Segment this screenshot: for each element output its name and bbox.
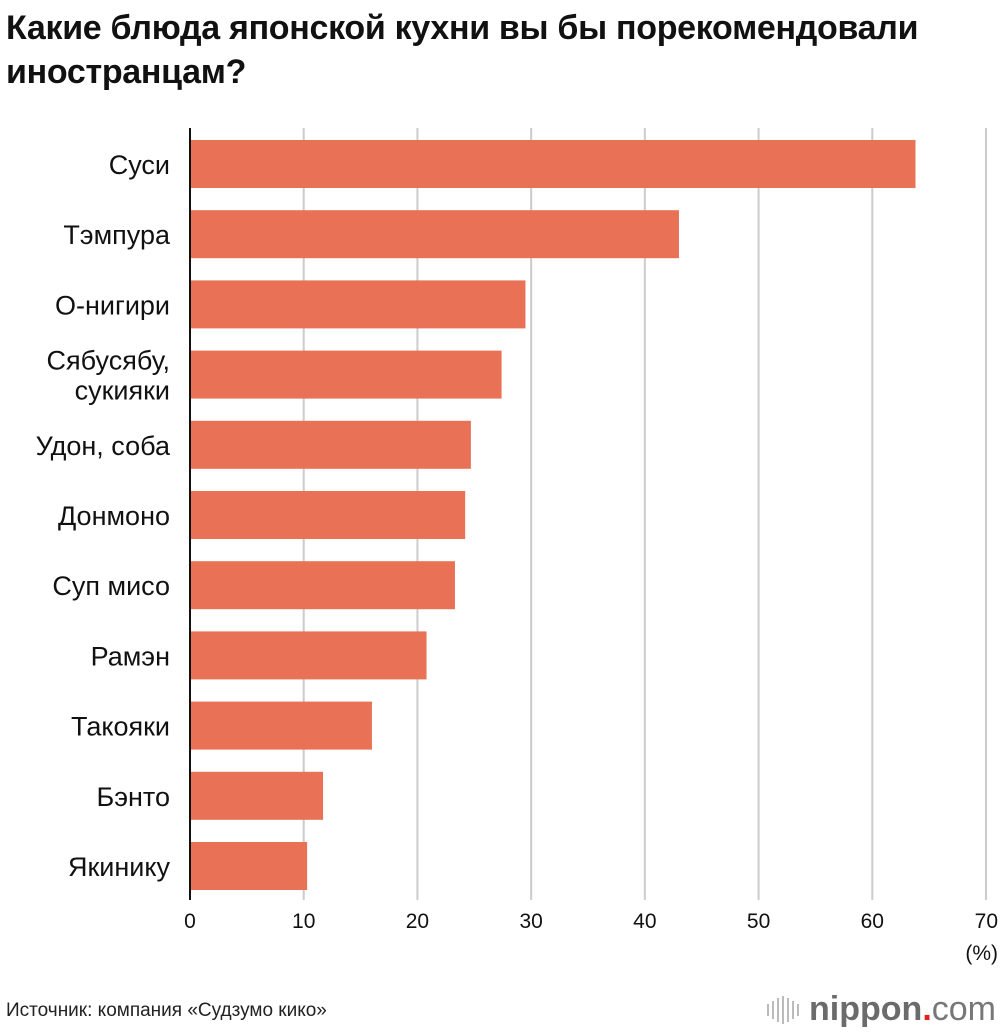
category-label: Суси — [109, 150, 170, 180]
category-label: Удон, соба — [36, 431, 171, 461]
x-axis-unit: (%) — [965, 942, 998, 965]
logo-dot: . — [922, 990, 932, 1028]
bar-chart: 0 10 20 30 40 50 60 70 (%) Суси Тэмпура О-нигири Сяб… — [36, 128, 998, 965]
bar — [190, 210, 679, 259]
bar — [190, 842, 308, 890]
category-label: Бэнто — [97, 782, 171, 812]
bar — [190, 350, 502, 399]
x-tick-label: 70 — [975, 910, 998, 933]
bar — [190, 420, 471, 469]
source-note: Источник: компания «Судзумо кико» — [6, 1000, 327, 1021]
x-tick-label: 40 — [633, 910, 656, 933]
bar — [190, 561, 455, 610]
sound-bars-icon — [767, 995, 800, 1024]
category-label: Рамэн — [91, 641, 170, 671]
category-label: Суп мисо — [52, 571, 170, 601]
logo-text: nippon — [809, 990, 923, 1028]
category-label: Якинику — [68, 852, 171, 882]
x-tick-label: 20 — [406, 910, 429, 933]
chart-title: Какие блюда японской кухни вы бы пореком… — [6, 9, 919, 91]
bar — [190, 491, 466, 539]
bar — [190, 280, 526, 329]
category-label: Донмоно — [58, 501, 170, 531]
x-tick-label: 0 — [184, 910, 196, 933]
nippon-logo: nippon. com — [767, 990, 996, 1029]
x-tick-label: 10 — [292, 910, 315, 933]
category-label: Тэмпура — [63, 220, 171, 250]
x-tick-label: 30 — [519, 910, 542, 933]
bar — [190, 140, 916, 188]
bar — [190, 631, 427, 680]
category-label: Такояки — [71, 712, 170, 742]
bar — [190, 771, 324, 820]
logo-suffix: com — [931, 990, 996, 1028]
x-tick-label: 50 — [747, 910, 770, 933]
category-label: О-нигири — [55, 290, 170, 320]
bar — [190, 701, 372, 750]
category-label: Сябусябу, сукияки — [47, 346, 170, 406]
x-tick-label: 60 — [861, 910, 884, 933]
